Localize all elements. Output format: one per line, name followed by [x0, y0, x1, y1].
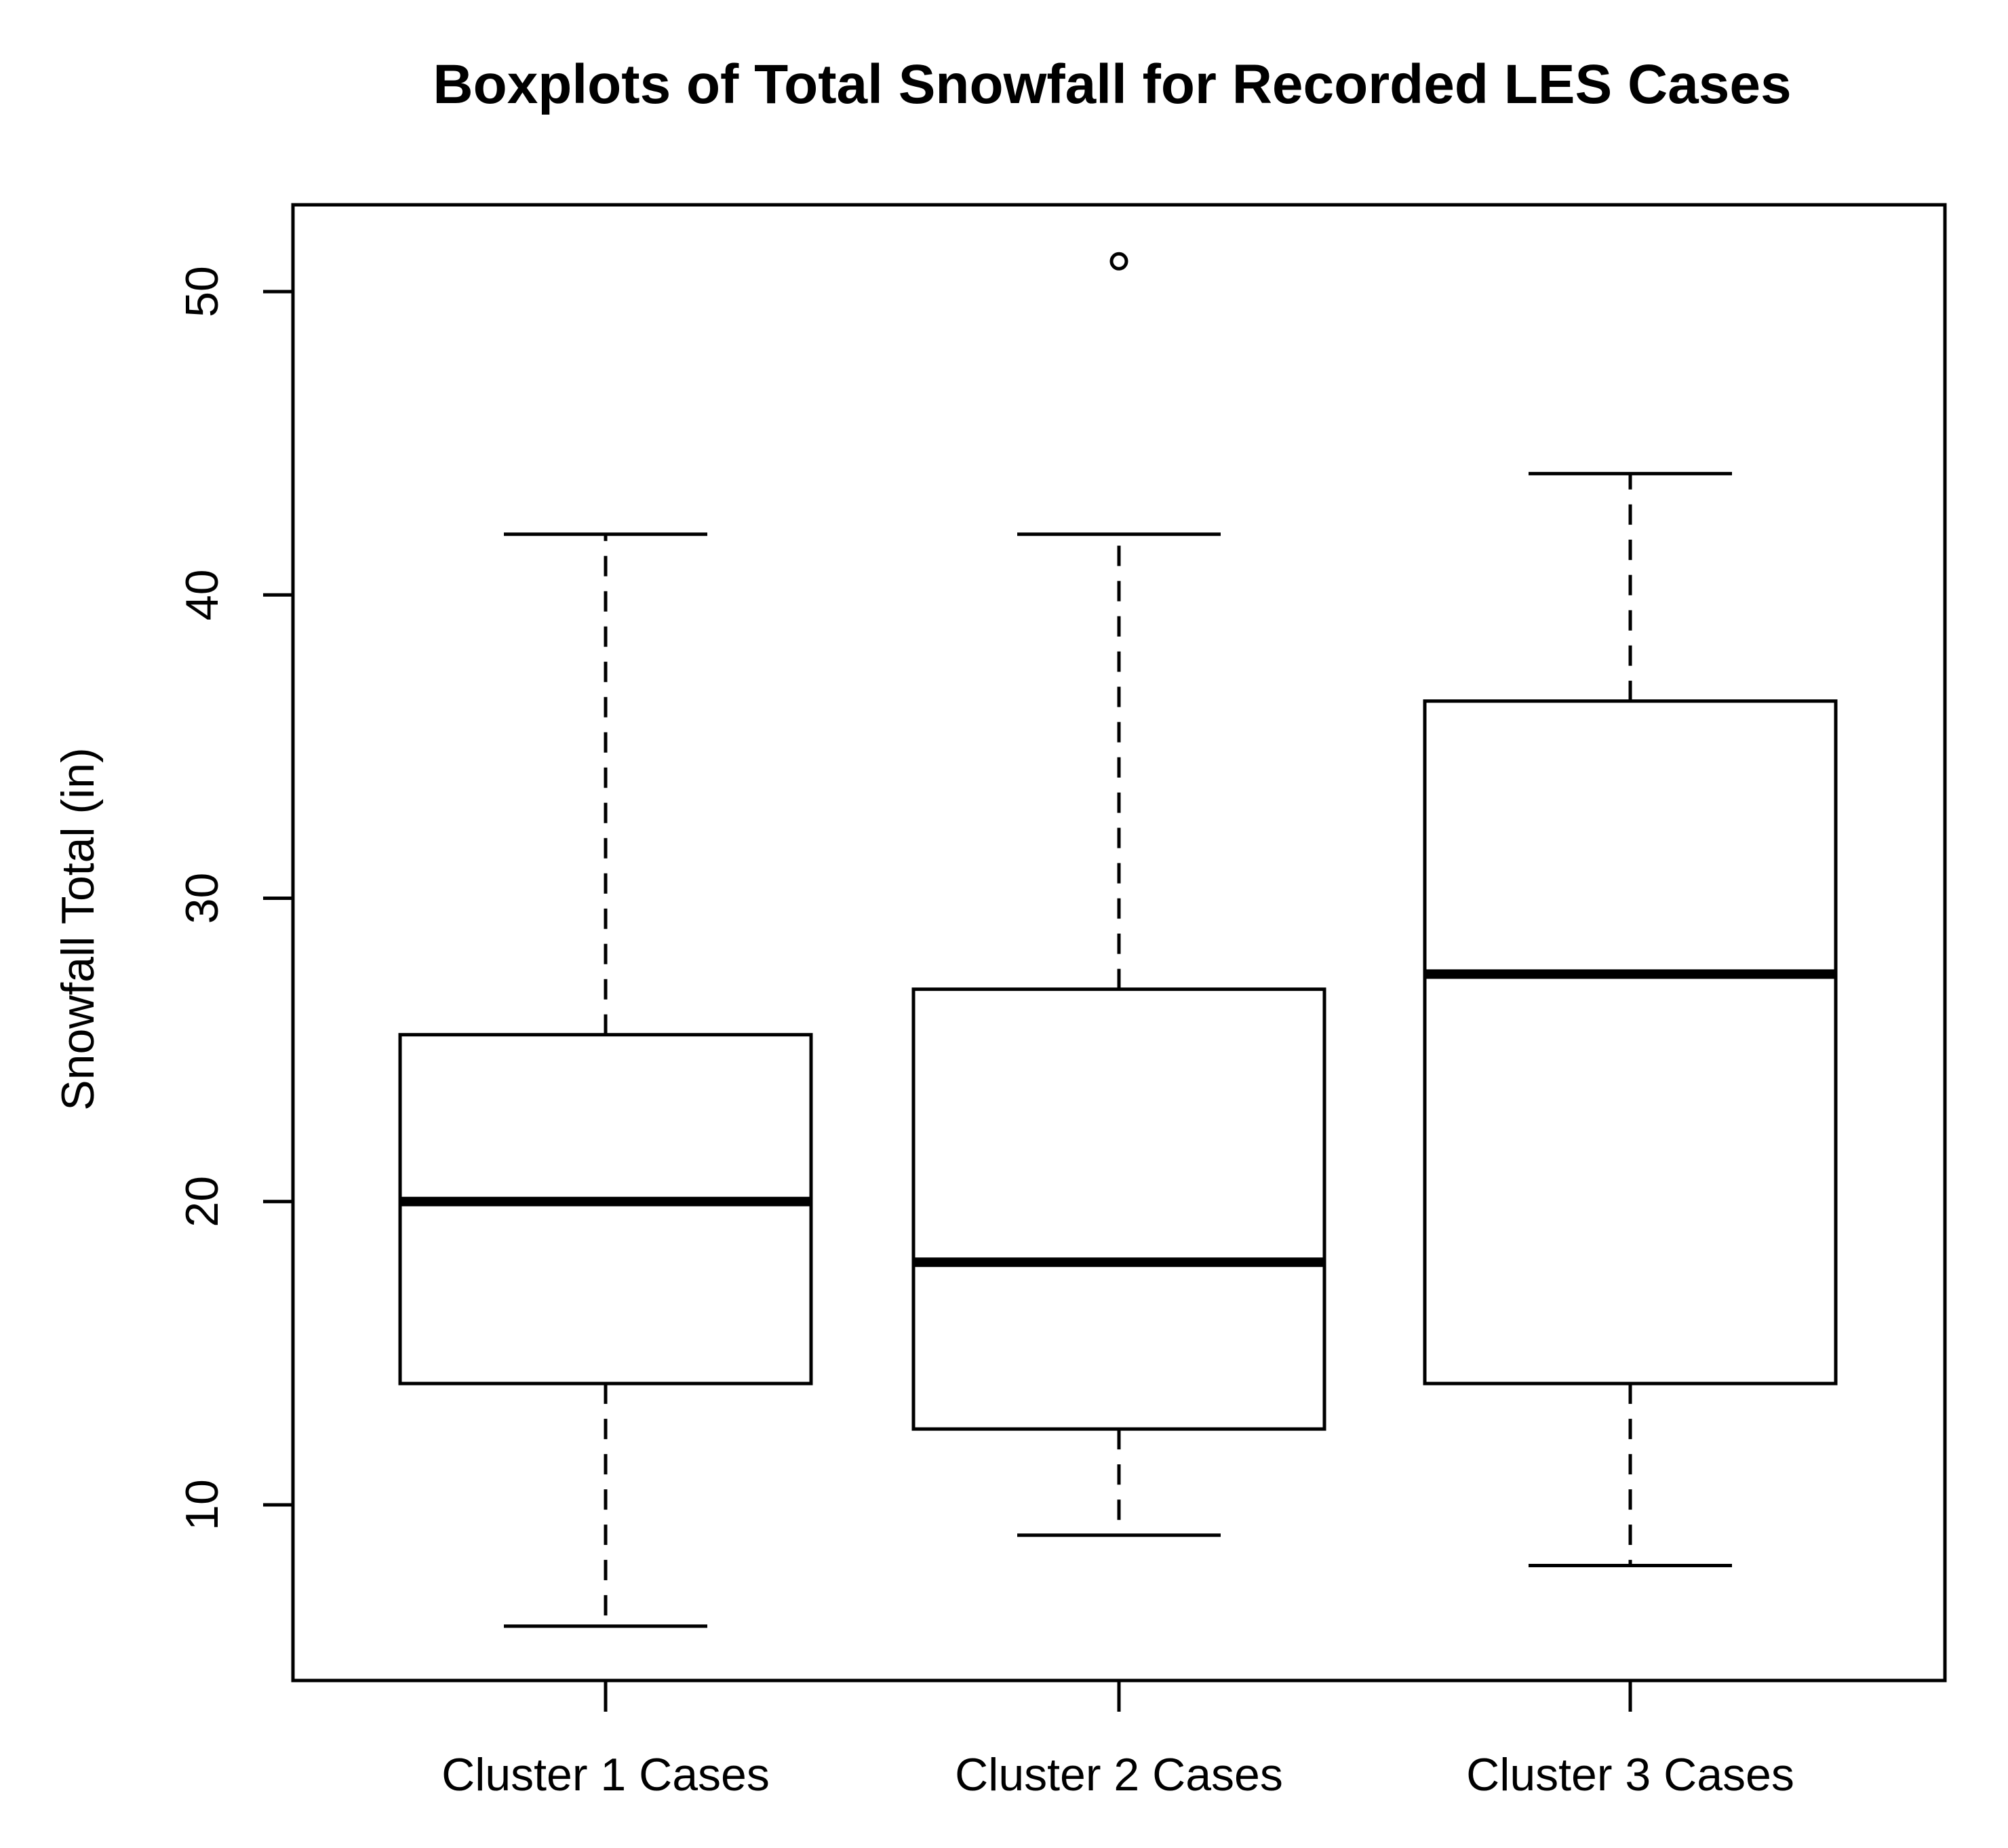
- x-axis: Cluster 1 Cases Cluster 2 Cases Cluster 3 …: [441, 1680, 1794, 1801]
- y-tick-label-40: 40: [176, 569, 228, 621]
- x-tick-label-2: Cluster 2 Cases: [955, 1749, 1283, 1801]
- y-tick-label-10: 10: [176, 1479, 228, 1531]
- box-cluster-1: [398, 532, 813, 1628]
- boxes-group: [398, 252, 1838, 1628]
- outlier-point-2-1: [1109, 252, 1128, 271]
- y-axis: 10 20 30 40 50: [176, 266, 293, 1531]
- iqr-box-3: [1423, 699, 1838, 1385]
- box-cluster-2: [911, 252, 1326, 1537]
- box-cluster-3: [1423, 471, 1838, 1567]
- y-tick-label-30: 30: [176, 873, 228, 924]
- y-axis-label: Snowfall Total (in): [52, 747, 104, 1110]
- iqr-box-1: [398, 1033, 813, 1385]
- iqr-box-2: [911, 987, 1326, 1431]
- y-tick-label-20: 20: [176, 1176, 228, 1227]
- x-tick-label-1: Cluster 1 Cases: [441, 1749, 770, 1801]
- chart-title: Boxplots of Total Snowfall for Recorded …: [433, 54, 1791, 115]
- x-tick-label-3: Cluster 3 Cases: [1466, 1749, 1794, 1801]
- y-tick-label-50: 50: [176, 266, 228, 317]
